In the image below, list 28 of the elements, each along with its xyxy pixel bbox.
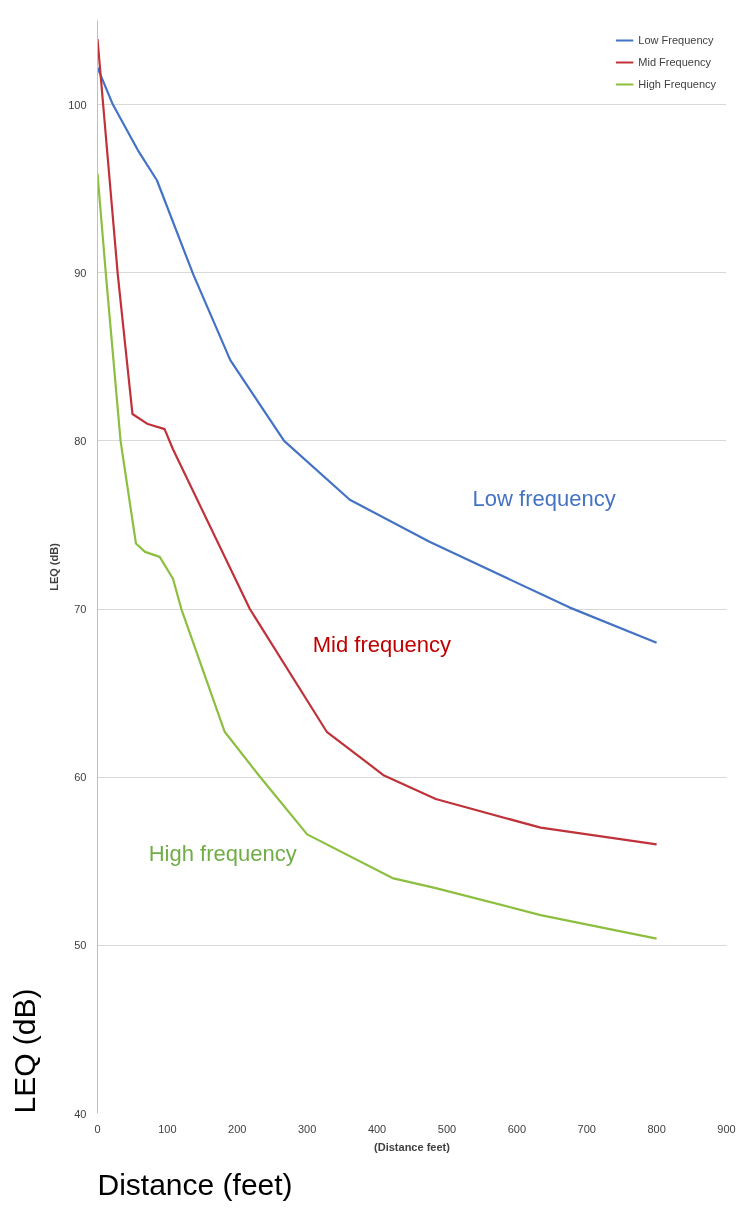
y-tick-label: 50 <box>74 939 87 952</box>
x-axis-title: (Distance feet) <box>374 1140 451 1153</box>
text: Distance (feet) <box>97 1167 293 1201</box>
legend-label: High Frequency <box>638 78 716 90</box>
y-tick-label: 80 <box>74 434 87 447</box>
annotation: Low frequency <box>472 485 616 511</box>
x-tick-label: 900 <box>717 1122 736 1135</box>
x-tick-label: 500 <box>437 1122 457 1135</box>
y-tick-label: 60 <box>74 771 87 784</box>
y-axis-title: LEQ (dB) <box>48 542 61 591</box>
x-tick-label: 400 <box>367 1122 387 1135</box>
y-tick-label: 40 <box>74 1107 87 1120</box>
y-tick-label: 70 <box>74 603 87 616</box>
x-tick-label: 200 <box>228 1122 247 1135</box>
x-tick-label: 600 <box>507 1122 527 1135</box>
text: LEQ (dB) <box>7 988 41 1114</box>
x-tick-label: 300 <box>297 1122 317 1135</box>
annotation: High frequency <box>148 840 297 866</box>
x-tick-label: 800 <box>647 1122 666 1135</box>
annotation: Mid frequency <box>312 632 451 658</box>
legend-label: Mid Frequency <box>638 56 712 68</box>
legend-label: Low Frequency <box>638 34 714 46</box>
line-series <box>97 172 658 940</box>
x-tick-label: 700 <box>577 1122 596 1135</box>
y-tick-label: 100 <box>68 98 87 111</box>
x-tick-label: 0 <box>94 1122 101 1135</box>
y-tick-label: 90 <box>74 266 87 279</box>
x-tick-label: 100 <box>158 1122 177 1135</box>
